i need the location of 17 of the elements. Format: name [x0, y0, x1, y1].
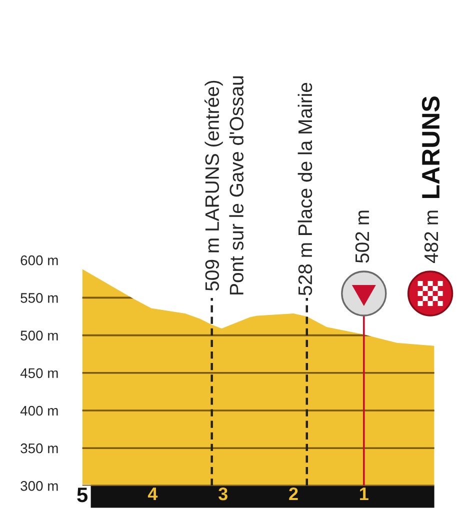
x-tick-label: 3: [218, 487, 228, 500]
y-tick-label: 550 m: [20, 293, 58, 303]
y-tick-label: 600 m: [20, 255, 58, 266]
ref-line-label: 528 m Place de la Mairie: [298, 82, 312, 296]
annotation: 482 m: [424, 210, 438, 264]
x-tick-label: 2: [289, 487, 298, 500]
y-tick-label: 450 m: [20, 368, 58, 378]
x-tick-label: 1: [360, 488, 368, 500]
x-tick-label: 4: [148, 488, 158, 500]
y-tick-label: 500 m: [20, 330, 58, 340]
x-tick-label: 5: [77, 488, 88, 502]
text: LARUNS: [422, 96, 440, 198]
y-tick-label: 350 m: [20, 443, 58, 454]
y-tick-label: 300 m: [20, 481, 58, 491]
ref-line-label: 502 m: [355, 210, 370, 263]
y-tick-label: 400 m: [20, 406, 58, 416]
ref-line-label: 509 m LARUNS (entrée) Pont sur le Gave d'Ossau: [204, 76, 244, 294]
